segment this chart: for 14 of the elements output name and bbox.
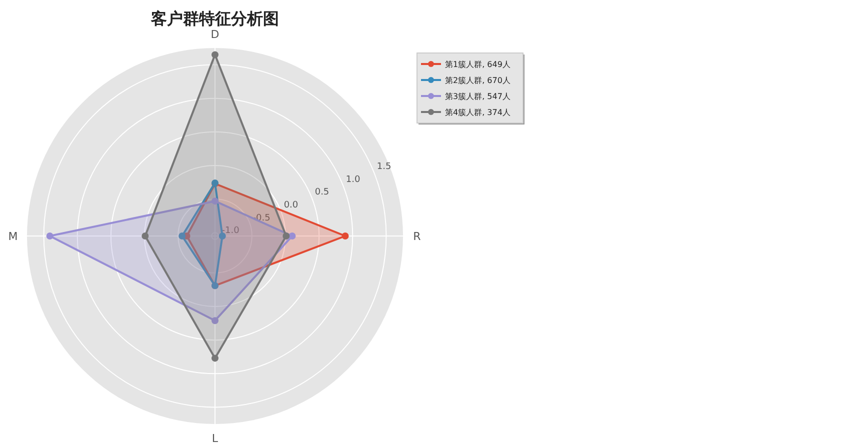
legend-label: 第4簇人群, 374人 <box>445 108 510 117</box>
legend-label: 第2簇人群, 670人 <box>445 76 510 85</box>
legend-label: 第1簇人群, 649人 <box>445 60 510 69</box>
legend-label: 第3簇人群, 547人 <box>445 92 510 101</box>
y-tick-label: 0.0 <box>284 200 298 210</box>
spoke-label: M <box>8 230 18 243</box>
y-tick-label: 0.5 <box>314 188 330 198</box>
spoke-label: R <box>413 230 422 243</box>
y-tick-label: -1.0 <box>222 226 240 236</box>
chart-title: 客户群特征分析图 <box>150 9 279 28</box>
y-tick-label: 1.5 <box>376 162 392 172</box>
spoke-label: D <box>210 28 220 41</box>
y-tick-label: 1.0 <box>346 174 360 185</box>
spoke-label: L <box>212 432 219 445</box>
